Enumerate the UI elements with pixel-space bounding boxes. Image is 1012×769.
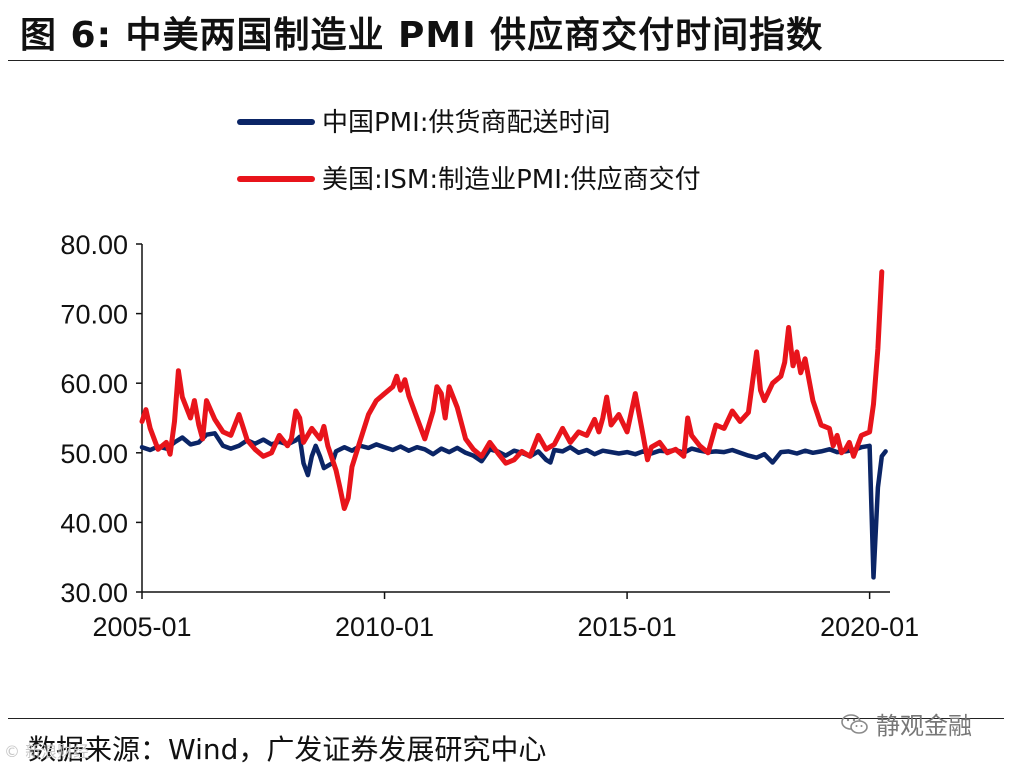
y-tick-label: 50.00 [60, 439, 128, 469]
source-note: 数据来源：Wind，广发证券发展研究中心 [28, 733, 547, 766]
y-tick-label: 40.00 [60, 508, 128, 538]
faint-mark: © 新浪财经 [4, 742, 90, 761]
series-line-us [139, 269, 885, 511]
watermark-text: 静观金融 [876, 712, 972, 740]
legend: 中国PMI:供货商配送时间 美国:ISM:制造业PMI:供应商交付 [237, 108, 701, 195]
bottom-rule [8, 718, 1004, 719]
series-group [139, 269, 888, 580]
y-tick-label: 70.00 [60, 300, 128, 330]
legend-label-china: 中国PMI:供货商配送时间 [322, 108, 611, 138]
x-tick-label: 2015-01 [578, 612, 677, 642]
wechat-icon [841, 713, 868, 734]
series-line-china [139, 431, 888, 580]
legend-label-us: 美国:ISM:制造业PMI:供应商交付 [322, 165, 701, 195]
x-axis-ticks: 2005-01 2010-01 2015-01 2020-01 [92, 592, 919, 642]
axes [141, 244, 890, 593]
y-axis-ticks: 80.00 70.00 60.00 50.00 40.00 30.00 [60, 230, 142, 608]
watermark: 静观金融 [840, 706, 972, 741]
y-tick-label: 30.00 [60, 578, 128, 608]
figure-title: 图 6: 中美两国制造业 PMI 供应商交付时间指数 [20, 15, 824, 56]
x-tick-label: 2020-01 [820, 612, 919, 642]
line-chart: 中国PMI:供货商配送时间 美国:ISM:制造业PMI:供应商交付 80.00 7… [60, 108, 919, 642]
x-tick-label: 2005-01 [92, 612, 191, 642]
top-rule [8, 60, 1004, 61]
y-tick-label: 80.00 [60, 230, 128, 260]
y-tick-label: 60.00 [60, 369, 128, 399]
x-tick-label: 2010-01 [335, 612, 434, 642]
